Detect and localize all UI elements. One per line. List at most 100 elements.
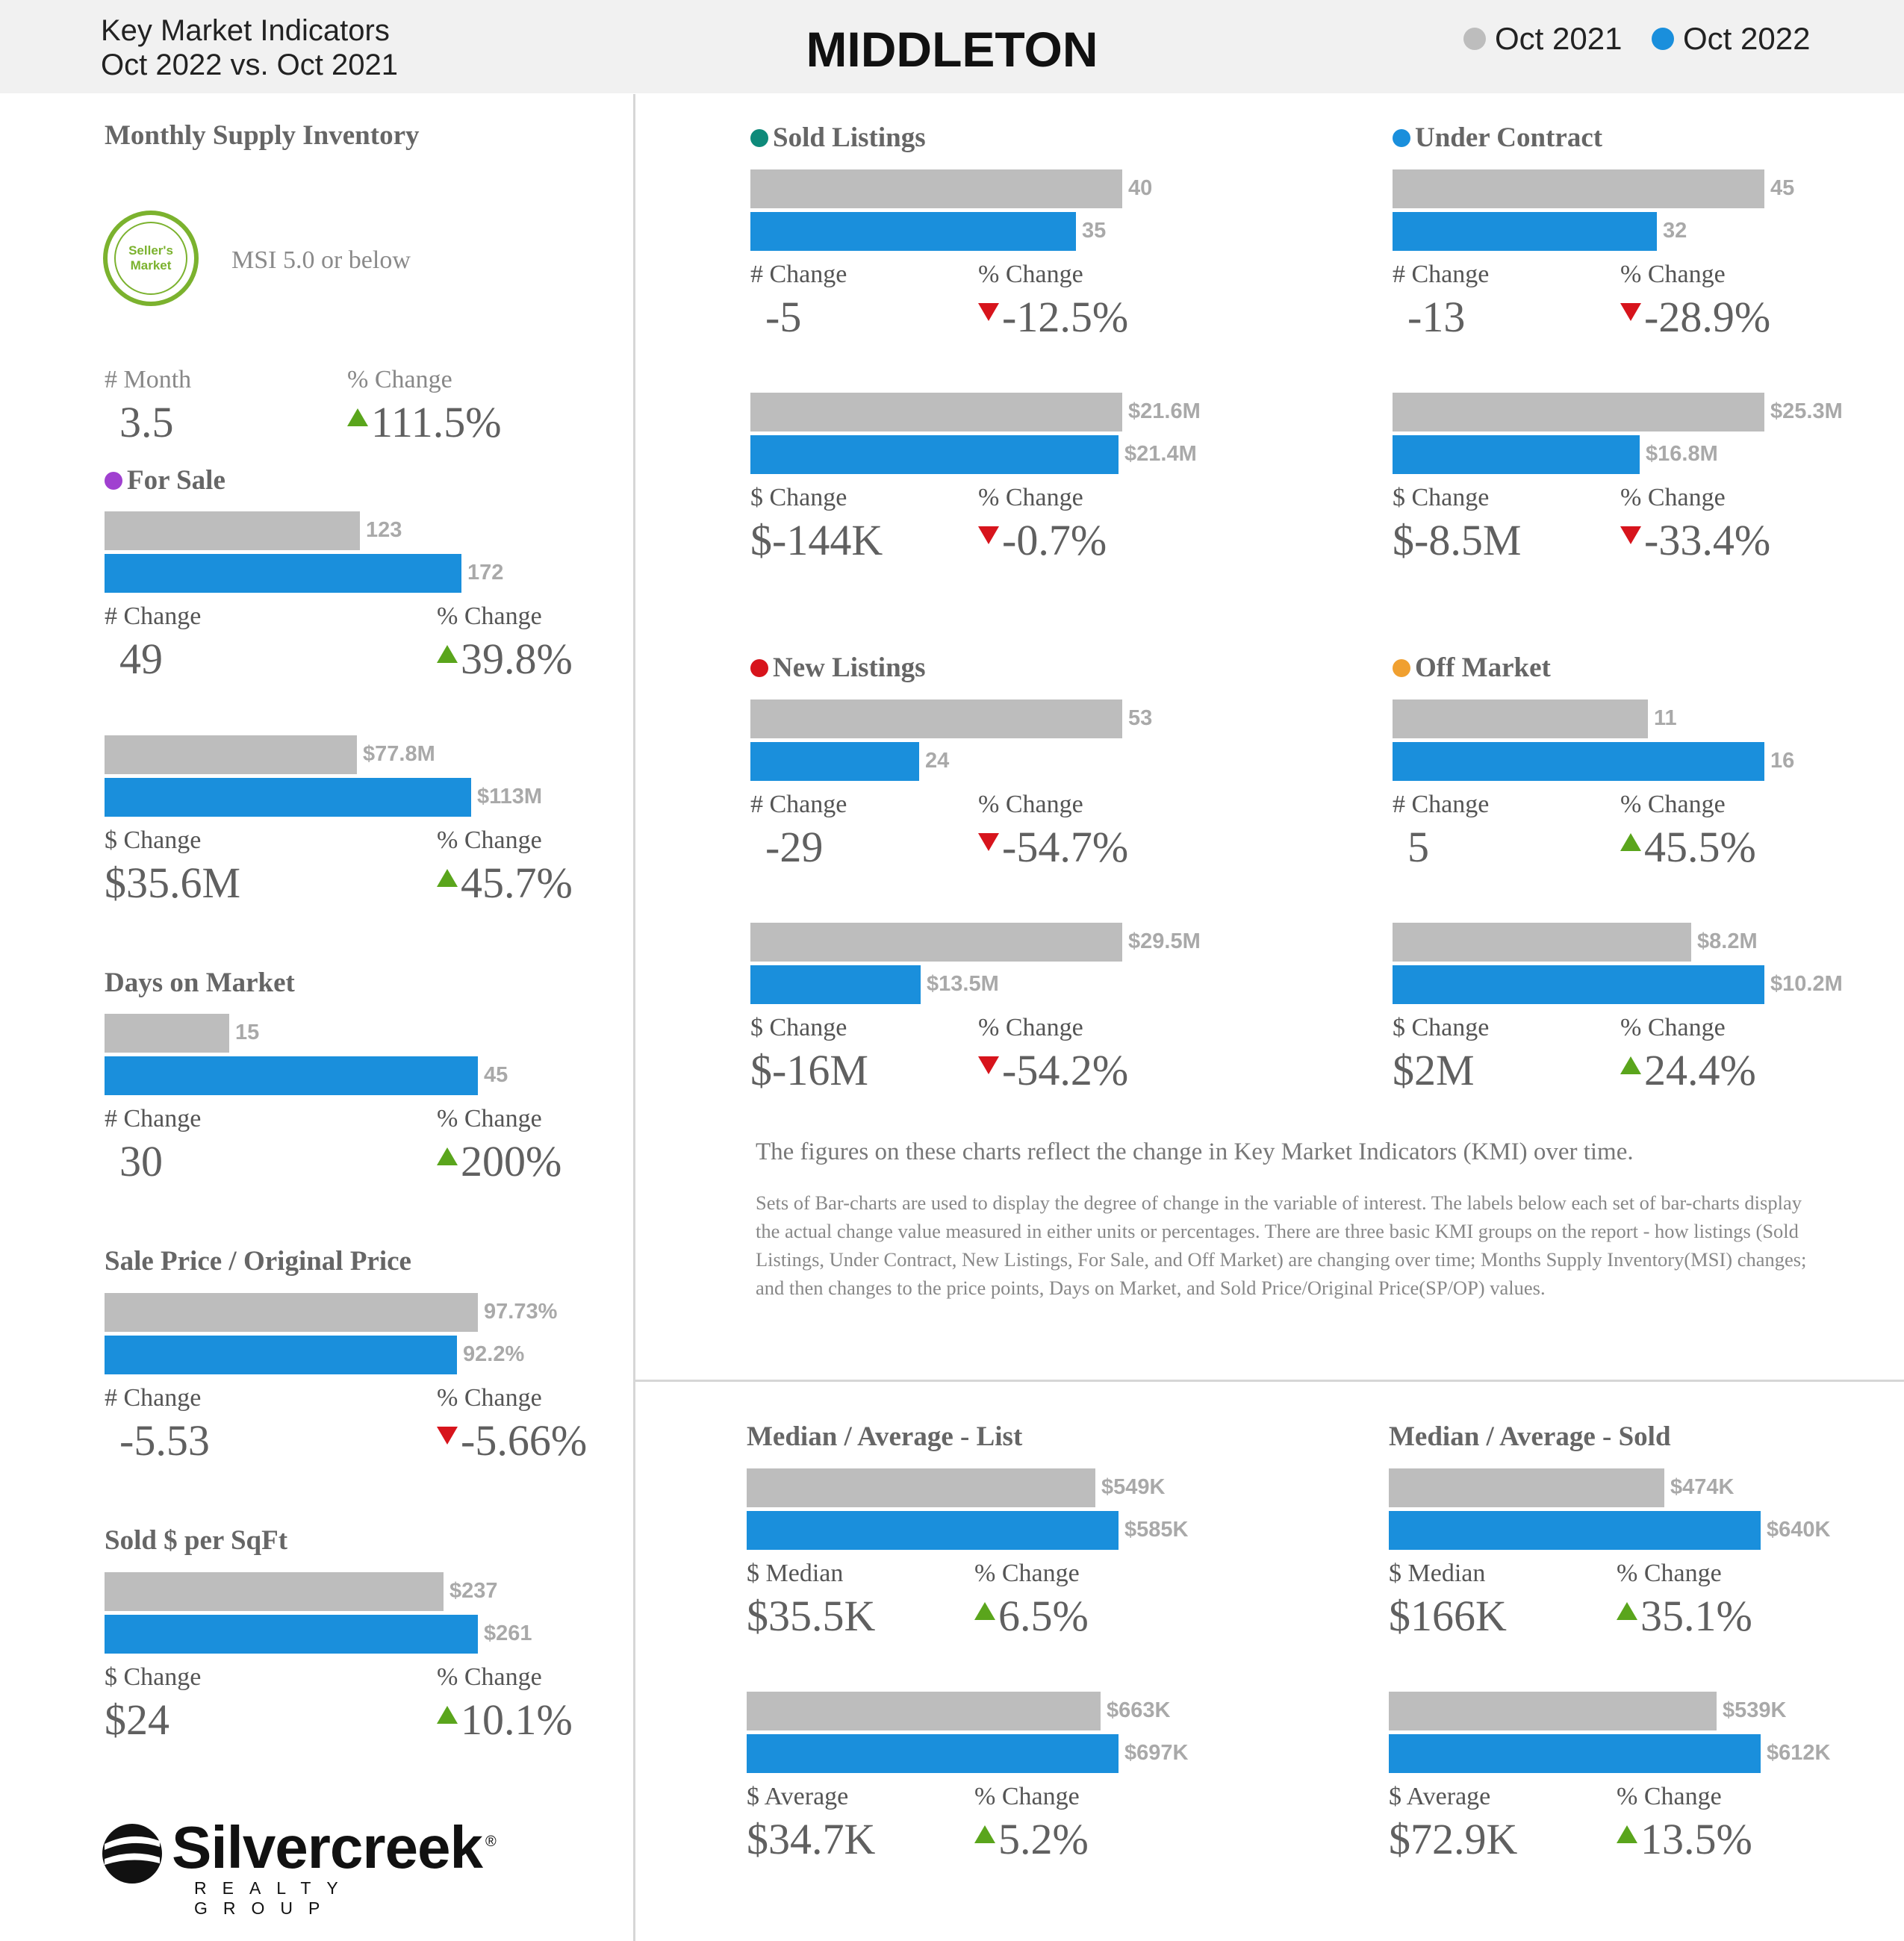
pct-change: 24.4% (1620, 1045, 1756, 1095)
series-dot-icon (750, 658, 768, 677)
down-arrow-icon (978, 1056, 999, 1074)
pct-change-label: % Change (1620, 791, 1726, 818)
bar-oct-2021 (105, 511, 360, 550)
bar-value-label: 53 (1128, 706, 1153, 730)
bar-value-label: $549K (1101, 1475, 1166, 1499)
chart-title: Median / Average - List (747, 1421, 1022, 1453)
bar-value-label: $16.8M (1646, 442, 1718, 466)
subtitle-line1: Key Market Indicators (101, 14, 390, 47)
pct-change: 39.8% (437, 634, 573, 684)
report-subtitle: Key Market Indicators Oct 2022 vs. Oct 2… (101, 13, 398, 82)
bar-value-label: 172 (467, 561, 504, 585)
chart-title: Sold $ per SqFt (105, 1524, 287, 1557)
up-arrow-icon (1620, 1056, 1641, 1074)
pct-change: 10.1% (437, 1695, 573, 1745)
bar-value-label: 11 (1654, 706, 1677, 730)
series-dot-icon (1393, 658, 1410, 677)
bar-oct-2021 (1393, 393, 1764, 431)
pct-change-label: % Change (974, 1783, 1080, 1810)
bar-value-label: $29.5M (1128, 929, 1201, 953)
msi-title: Monthly Supply Inventory (105, 120, 420, 151)
msi-caption: MSI 5.0 or below (231, 246, 411, 274)
change-value: $35.5K (747, 1592, 876, 1640)
pct-change-label: % Change (437, 602, 542, 630)
change-value: $24 (105, 1695, 169, 1744)
bar-oct-2021 (105, 1014, 229, 1053)
chart-title: Median / Average - Sold (1389, 1421, 1671, 1453)
bar-value-label: $237 (449, 1579, 498, 1603)
change-label: # Change (1393, 261, 1490, 288)
bar-value-label: $585K (1124, 1518, 1189, 1542)
change-value: $34.7K (747, 1815, 876, 1863)
pct-change-label: % Change (437, 1105, 542, 1132)
pct-change-label: % Change (437, 1663, 542, 1691)
bar-oct-2021 (750, 923, 1122, 962)
logo-registered-mark: ® (485, 1833, 497, 1850)
change-label: $ Change (105, 1663, 202, 1691)
bar-value-label: $612K (1767, 1741, 1831, 1765)
pct-change: -5.66% (437, 1415, 587, 1465)
silvercreek-logo: Silvercreek ® REALTY GROUP (99, 1814, 502, 1918)
change-value: $-144K (750, 516, 883, 564)
bar-oct-2022 (105, 778, 471, 817)
change-label: $ Change (105, 826, 202, 854)
change-label: $ Change (750, 1014, 847, 1041)
change-label: # Change (105, 1105, 202, 1132)
bar-oct-2021 (750, 169, 1122, 208)
bar-value-label: $113M (477, 785, 543, 809)
pct-change: 45.5% (1620, 822, 1756, 872)
msi-pct-label: % Change (347, 366, 452, 393)
bar-oct-2021 (1393, 700, 1648, 738)
pct-change-value: -54.2% (1002, 1046, 1129, 1094)
msi-month-value: 3.5 (119, 398, 174, 446)
change-value: $-16M (750, 1046, 868, 1094)
pct-change-label: % Change (978, 484, 1083, 511)
chart-title-text: Median / Average - Sold (1389, 1421, 1671, 1452)
pct-change-label: % Change (1617, 1783, 1722, 1810)
pct-change-label: % Change (1620, 484, 1726, 511)
bar-oct-2022 (105, 1336, 457, 1374)
down-arrow-icon (437, 1426, 458, 1445)
pct-change-value: -0.7% (1002, 516, 1107, 564)
down-arrow-icon (978, 526, 999, 544)
chart-title: Under Contract (1393, 122, 1602, 154)
bar-value-label: 16 (1770, 749, 1795, 773)
bar-value-label: $697K (1124, 1741, 1189, 1765)
bar-oct-2021 (750, 393, 1122, 431)
bar-value-label: $13.5M (927, 972, 999, 996)
change-value: $-8.5M (1393, 516, 1522, 564)
up-arrow-icon (437, 644, 458, 663)
pct-change: 45.7% (437, 858, 573, 908)
pct-change-value: 35.1% (1640, 1592, 1752, 1640)
pct-change: 35.1% (1617, 1591, 1752, 1641)
badge-line2: Market (130, 258, 172, 272)
msi-month-label: # Month (105, 366, 192, 393)
change-label: $ Median (747, 1560, 844, 1587)
bar-value-label: $8.2M (1697, 929, 1758, 953)
change-value: 5 (1407, 823, 1429, 871)
up-arrow-icon (437, 1147, 458, 1165)
pct-change-value: 45.7% (461, 859, 573, 907)
pct-change-value: -54.7% (1002, 823, 1129, 871)
legend-label: Oct 2021 (1495, 21, 1623, 56)
pct-change-label: % Change (1620, 1014, 1726, 1041)
change-value: 30 (119, 1137, 163, 1186)
bar-oct-2022 (750, 435, 1119, 474)
change-label: $ Median (1389, 1560, 1486, 1587)
chart-title-text: Under Contract (1415, 122, 1603, 153)
pct-change-value: 45.5% (1644, 823, 1756, 871)
pct-change: -54.7% (978, 822, 1128, 872)
pct-change-value: -5.66% (461, 1416, 588, 1465)
bar-oct-2021 (1393, 923, 1691, 962)
change-label: $ Change (750, 484, 847, 511)
bar-oct-2022 (747, 1511, 1119, 1550)
bar-value-label: $640K (1767, 1518, 1831, 1542)
bar-value-label: 45 (1770, 176, 1795, 200)
chart-title-text: Sale Price / Original Price (105, 1246, 411, 1277)
bar-oct-2022 (105, 554, 461, 593)
pct-change: -33.4% (1620, 515, 1770, 565)
chart-title-text: Days on Market (105, 968, 295, 998)
bar-oct-2021 (105, 1572, 444, 1611)
bar-value-label: 45 (484, 1063, 508, 1087)
logo-wordmark: Silvercreek (172, 1814, 483, 1881)
